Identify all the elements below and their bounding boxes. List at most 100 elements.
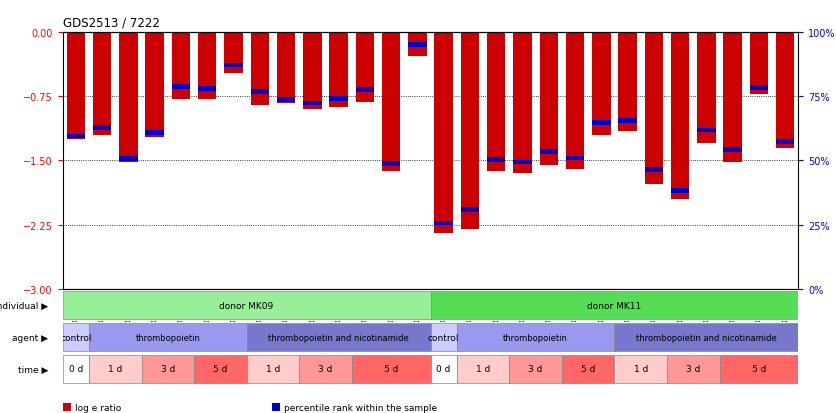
Bar xyxy=(697,33,716,144)
Bar xyxy=(89,323,247,351)
Text: 5 d: 5 d xyxy=(752,365,766,373)
Bar xyxy=(120,157,138,161)
Bar xyxy=(456,355,509,383)
Bar xyxy=(723,147,742,152)
Bar xyxy=(539,33,558,165)
Bar xyxy=(513,160,532,165)
Bar xyxy=(408,33,426,57)
Bar xyxy=(566,157,584,161)
Bar xyxy=(247,355,299,383)
Bar xyxy=(645,33,663,185)
Bar xyxy=(408,43,426,48)
Bar xyxy=(299,355,352,383)
Bar xyxy=(171,85,190,90)
Bar xyxy=(645,167,663,172)
Text: 0 d: 0 d xyxy=(69,365,83,373)
Bar xyxy=(671,189,690,194)
Bar xyxy=(750,33,768,95)
Text: 3 d: 3 d xyxy=(319,365,333,373)
Bar xyxy=(141,355,194,383)
Text: agent ▶: agent ▶ xyxy=(12,333,48,342)
Text: percentile rank within the sample: percentile rank within the sample xyxy=(284,404,437,413)
Text: thrombopoietin: thrombopoietin xyxy=(503,333,568,342)
Text: 3 d: 3 d xyxy=(161,365,175,373)
Text: control: control xyxy=(428,333,460,342)
Text: control: control xyxy=(60,333,92,342)
Bar xyxy=(198,33,217,100)
Text: thrombopoietin and nicotinamide: thrombopoietin and nicotinamide xyxy=(268,333,409,342)
Text: log e ratio: log e ratio xyxy=(75,404,121,413)
Bar xyxy=(431,292,798,319)
Bar xyxy=(667,355,720,383)
Bar xyxy=(251,33,269,106)
Bar xyxy=(247,323,431,351)
Bar xyxy=(697,128,716,133)
Text: 5 d: 5 d xyxy=(384,365,398,373)
Bar xyxy=(277,33,295,104)
Text: individual ▶: individual ▶ xyxy=(0,301,48,310)
Bar xyxy=(592,33,610,135)
Text: 1 d: 1 d xyxy=(634,365,648,373)
Bar xyxy=(619,119,637,124)
Text: 5 d: 5 d xyxy=(213,365,227,373)
Bar xyxy=(513,33,532,174)
Bar xyxy=(303,101,322,106)
Bar xyxy=(171,33,190,100)
Bar xyxy=(461,207,479,212)
Bar xyxy=(145,131,164,135)
Bar xyxy=(382,162,400,167)
Bar xyxy=(145,33,164,137)
Text: 3 d: 3 d xyxy=(528,365,543,373)
Text: time ▶: time ▶ xyxy=(18,365,48,373)
Bar xyxy=(562,355,614,383)
Bar xyxy=(63,355,89,383)
Bar xyxy=(566,33,584,170)
Bar xyxy=(539,150,558,154)
Bar xyxy=(720,355,798,383)
Bar xyxy=(750,86,768,91)
Bar xyxy=(671,33,690,199)
Bar xyxy=(431,323,456,351)
Bar xyxy=(382,33,400,171)
Bar xyxy=(93,33,111,135)
Text: 3 d: 3 d xyxy=(686,365,701,373)
Bar xyxy=(776,33,794,148)
Bar xyxy=(355,88,374,93)
Bar xyxy=(487,158,506,163)
Bar xyxy=(592,121,610,126)
Bar xyxy=(67,33,85,140)
Text: donor MK11: donor MK11 xyxy=(588,301,641,310)
Bar xyxy=(456,323,614,351)
Bar xyxy=(63,292,431,319)
Bar xyxy=(224,33,242,74)
Text: donor MK09: donor MK09 xyxy=(220,301,273,310)
Bar xyxy=(352,355,431,383)
Bar xyxy=(509,355,562,383)
Bar xyxy=(120,33,138,163)
Bar xyxy=(329,97,348,102)
Bar xyxy=(487,33,506,171)
Text: thrombopoietin: thrombopoietin xyxy=(135,333,201,342)
Bar xyxy=(435,221,453,226)
Bar xyxy=(355,33,374,103)
Text: 1 d: 1 d xyxy=(266,365,280,373)
Text: thrombopoietin and nicotinamide: thrombopoietin and nicotinamide xyxy=(636,333,777,342)
Text: 1 d: 1 d xyxy=(108,365,122,373)
Bar xyxy=(435,33,453,234)
Bar xyxy=(614,323,798,351)
Bar xyxy=(67,134,85,139)
Bar xyxy=(431,355,456,383)
Bar xyxy=(776,140,794,145)
Bar xyxy=(224,64,242,68)
Bar xyxy=(461,33,479,229)
Bar xyxy=(93,126,111,131)
Text: 1 d: 1 d xyxy=(476,365,490,373)
Bar xyxy=(614,355,667,383)
Bar xyxy=(277,98,295,103)
Bar xyxy=(329,33,348,108)
Text: 0 d: 0 d xyxy=(436,365,451,373)
Bar xyxy=(251,90,269,95)
Bar xyxy=(619,33,637,131)
Bar xyxy=(723,33,742,163)
Text: GDS2513 / 7222: GDS2513 / 7222 xyxy=(63,17,160,29)
